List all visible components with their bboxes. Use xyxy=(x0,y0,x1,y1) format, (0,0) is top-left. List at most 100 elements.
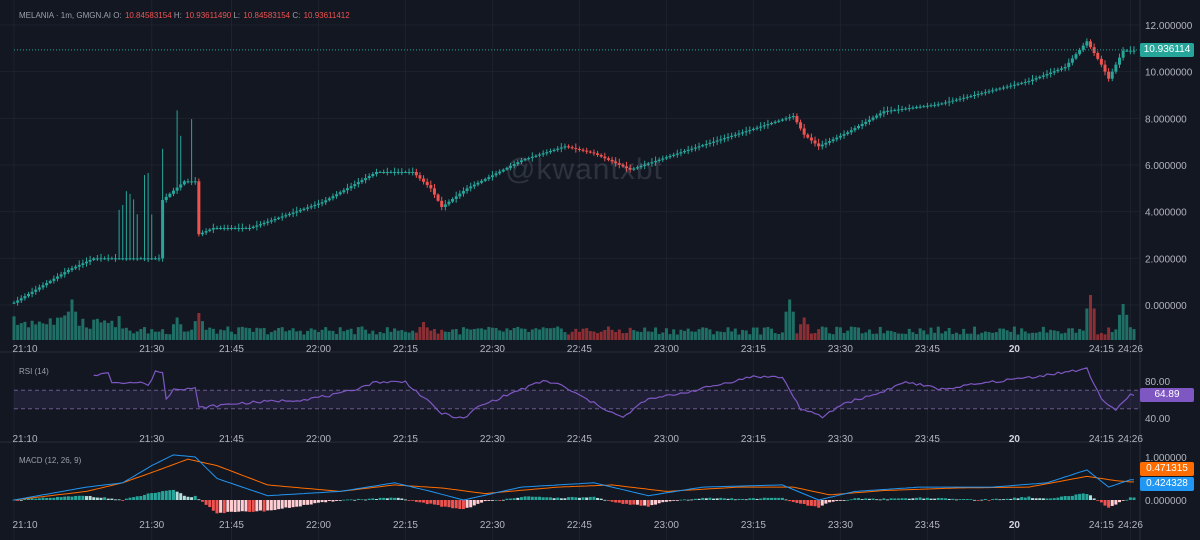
macd-histogram-bar xyxy=(1023,497,1027,500)
price-time-label: 22:00 xyxy=(306,344,331,355)
candle-body xyxy=(161,200,165,259)
macd-histogram-bar xyxy=(440,500,444,507)
macd-histogram-bar xyxy=(567,497,571,500)
volume-bar xyxy=(269,332,273,340)
macd-histogram-bar xyxy=(1089,495,1093,500)
volume-bar xyxy=(1118,314,1122,340)
macd-histogram-bar xyxy=(324,500,328,503)
volume-bar xyxy=(45,324,49,340)
volume-bar xyxy=(345,329,349,340)
macd-histogram-bar xyxy=(563,498,567,500)
price-time-label: 23:45 xyxy=(915,344,940,355)
candle-body xyxy=(88,260,92,262)
candle-body xyxy=(1005,86,1009,88)
volume-bar xyxy=(407,332,411,340)
macd-histogram-bar xyxy=(175,491,179,500)
macd-histogram-bar xyxy=(99,497,103,500)
macd-histogram-bar xyxy=(820,500,824,506)
macd-histogram-bar xyxy=(190,497,194,500)
macd-histogram-bar xyxy=(871,498,875,500)
volume-bar xyxy=(733,328,737,340)
candle-body xyxy=(882,111,886,114)
candle-body xyxy=(1110,71,1114,79)
volume-bar xyxy=(505,328,509,340)
volume-bar xyxy=(327,330,331,340)
macd-histogram-bar xyxy=(244,500,248,512)
candle-body xyxy=(755,127,759,129)
macd-histogram-bar xyxy=(853,498,857,500)
macd-histogram-bar xyxy=(983,498,987,500)
volume-bar xyxy=(1020,328,1024,340)
candle-body xyxy=(501,169,505,172)
volume-bar xyxy=(947,327,951,340)
candle-body xyxy=(378,172,382,173)
macd-histogram-bar xyxy=(1009,498,1013,500)
macd-histogram-bar xyxy=(838,500,842,501)
macd-histogram-bar xyxy=(947,498,951,500)
macd-histogram-bar xyxy=(588,496,592,500)
price-time-label: 20 xyxy=(1009,344,1021,355)
volume-bar xyxy=(393,328,397,340)
candle-body xyxy=(1081,45,1085,50)
volume-bar xyxy=(755,327,759,340)
macd-histogram-bar xyxy=(900,498,904,500)
candle-body xyxy=(860,123,864,127)
macd-histogram-bar xyxy=(382,497,386,500)
macd-histogram-bar xyxy=(599,498,603,500)
volume-bar xyxy=(592,331,596,340)
volume-bar xyxy=(875,333,879,340)
volume-bar xyxy=(389,331,393,340)
volume-bar xyxy=(313,329,317,340)
volume-bar xyxy=(324,327,328,340)
candle-body xyxy=(1060,68,1064,70)
volume-bar xyxy=(1114,329,1118,340)
candle-body xyxy=(1041,75,1045,77)
macd-histogram-bar xyxy=(320,500,324,503)
macd-histogram-bar xyxy=(37,498,41,500)
macd-histogram-bar xyxy=(715,498,719,500)
candle-body xyxy=(135,258,139,260)
macd-histogram-bar xyxy=(523,496,527,500)
volume-bar xyxy=(215,333,219,340)
macd-histogram-bar xyxy=(411,500,415,501)
macd-histogram-bar xyxy=(414,500,418,502)
candle-body xyxy=(853,128,857,131)
macd-histogram-bar xyxy=(356,498,360,500)
candle-body xyxy=(219,228,223,229)
open-label: O: xyxy=(113,11,122,20)
macd-histogram-bar xyxy=(538,496,542,500)
rsi-panel-label: RSI (14) xyxy=(19,367,49,376)
candle-body xyxy=(215,228,219,229)
candle-body xyxy=(476,182,480,185)
volume-bar xyxy=(751,327,755,340)
macd-histogram-bar xyxy=(813,500,817,507)
volume-bar xyxy=(237,327,241,340)
macd-histogram-bar xyxy=(461,500,465,510)
volume-bar xyxy=(559,328,563,340)
macd-histogram-bar xyxy=(164,490,168,500)
volume-bar xyxy=(766,327,770,340)
volume-bar xyxy=(907,328,911,340)
macd-histogram-bar xyxy=(306,500,310,505)
volume-bar xyxy=(124,327,128,340)
volume-bar xyxy=(1041,326,1045,340)
volume-bar xyxy=(896,333,900,340)
macd-histogram-bar xyxy=(472,500,476,506)
price-time-label: 21:10 xyxy=(12,344,37,355)
volume-bar xyxy=(983,331,987,340)
volume-bar xyxy=(490,327,494,340)
candle-body xyxy=(1045,74,1049,76)
candle-body xyxy=(523,159,527,161)
volume-bar xyxy=(501,331,505,340)
candle-body xyxy=(353,184,357,187)
macd-histogram-bar xyxy=(751,498,755,500)
volume-bar xyxy=(364,329,368,340)
candle-body xyxy=(603,156,607,159)
candle-body xyxy=(715,140,719,142)
macd-time-label: 23:45 xyxy=(915,520,940,531)
volume-bar xyxy=(306,330,310,340)
candle-body xyxy=(1009,85,1013,87)
volume-bar xyxy=(262,327,266,340)
volume-bar xyxy=(403,331,407,340)
